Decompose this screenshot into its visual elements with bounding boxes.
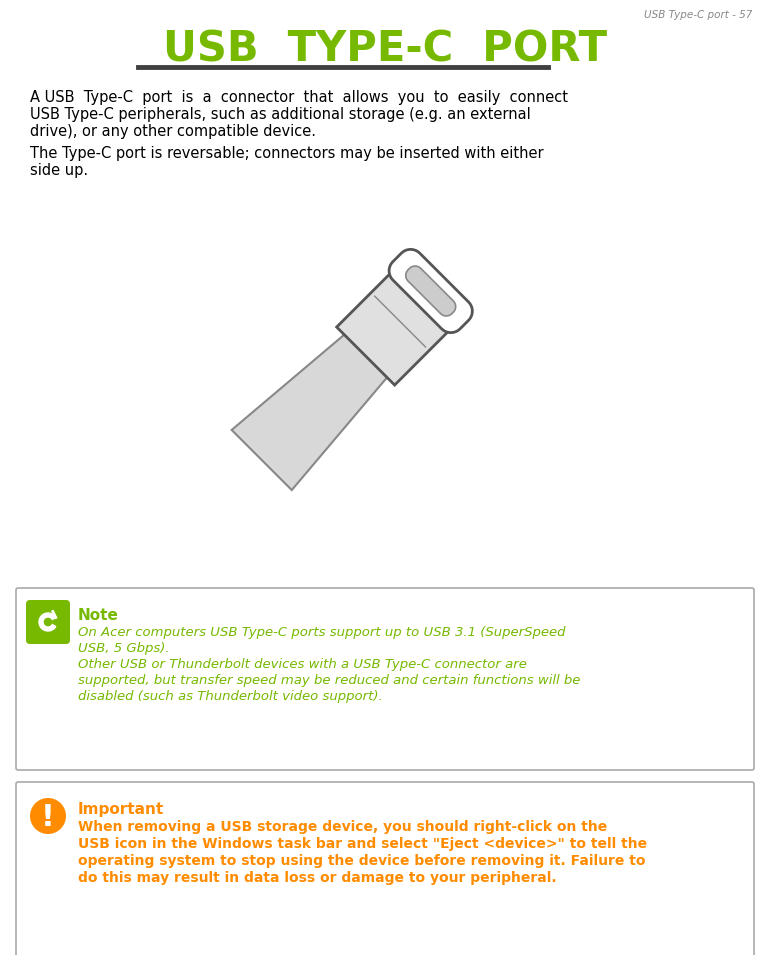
Text: drive), or any other compatible device.: drive), or any other compatible device.	[30, 124, 316, 139]
Text: Note: Note	[78, 608, 119, 623]
Polygon shape	[336, 274, 447, 385]
Polygon shape	[406, 266, 456, 316]
Text: USB  TYPE-C  PORT: USB TYPE-C PORT	[163, 29, 607, 71]
Text: Other USB or Thunderbolt devices with a USB Type-C connector are: Other USB or Thunderbolt devices with a …	[78, 658, 527, 671]
Text: side up.: side up.	[30, 163, 88, 178]
FancyBboxPatch shape	[16, 782, 754, 955]
Text: Important: Important	[78, 802, 164, 817]
Polygon shape	[389, 249, 472, 332]
Text: A USB  Type-C  port  is  a  connector  that  allows  you  to  easily  connect: A USB Type-C port is a connector that al…	[30, 90, 568, 105]
Text: supported, but transfer speed may be reduced and certain functions will be: supported, but transfer speed may be red…	[78, 674, 581, 687]
Text: do this may result in data loss or damage to your peripheral.: do this may result in data loss or damag…	[78, 871, 557, 885]
Text: USB Type-C peripherals, such as additional storage (e.g. an external: USB Type-C peripherals, such as addition…	[30, 107, 531, 122]
Text: USB, 5 Gbps).: USB, 5 Gbps).	[78, 642, 169, 655]
Text: USB icon in the Windows task bar and select "Eject <device>" to tell the: USB icon in the Windows task bar and sel…	[78, 837, 647, 851]
Text: !: !	[41, 802, 55, 832]
Text: disabled (such as Thunderbolt video support).: disabled (such as Thunderbolt video supp…	[78, 690, 383, 703]
Polygon shape	[39, 613, 55, 631]
Text: The Type-C port is reversable; connectors may be inserted with either: The Type-C port is reversable; connector…	[30, 146, 544, 161]
Text: USB Type-C port - 57: USB Type-C port - 57	[644, 10, 752, 20]
Circle shape	[30, 798, 66, 834]
FancyBboxPatch shape	[16, 588, 754, 770]
Text: When removing a USB storage device, you should right-click on the: When removing a USB storage device, you …	[78, 820, 608, 834]
Text: operating system to stop using the device before removing it. Failure to: operating system to stop using the devic…	[78, 854, 645, 868]
Text: On Acer computers USB Type-C ports support up to USB 3.1 (SuperSpeed: On Acer computers USB Type-C ports suppo…	[78, 626, 565, 639]
Polygon shape	[232, 332, 389, 490]
FancyBboxPatch shape	[26, 600, 70, 644]
